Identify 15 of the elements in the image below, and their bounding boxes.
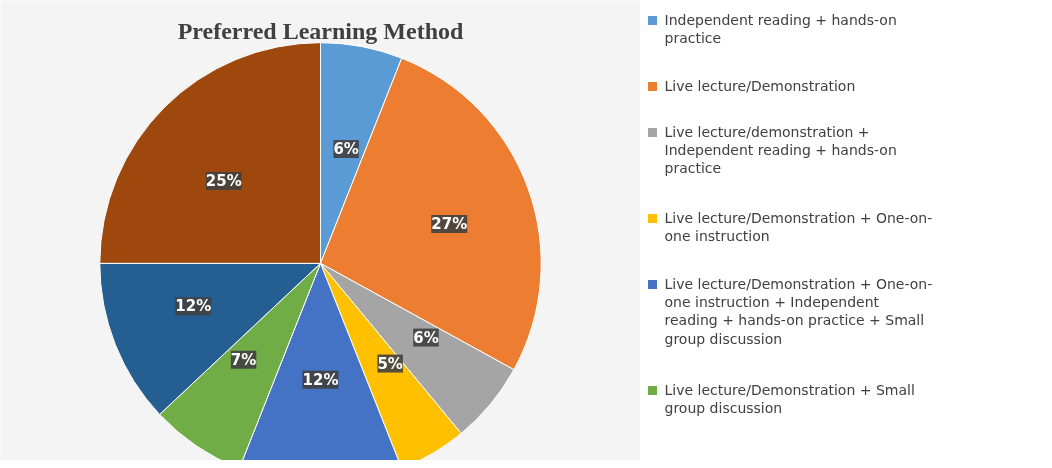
data-label: 27%	[431, 214, 468, 233]
legend-label: Independent reading + hands-on practice	[664, 11, 897, 46]
data-label: 12%	[302, 370, 339, 389]
data-label: 12%	[175, 297, 212, 316]
legend-label: Live lecture/Demonstration + One-on-one instruction	[664, 209, 933, 244]
data-label: 6%	[413, 328, 439, 347]
legend-label: Live lecture/Demonstration	[664, 77, 856, 94]
data-label: 25%	[205, 172, 242, 191]
data-label: 5%	[377, 354, 403, 373]
data-label: 7%	[230, 350, 257, 369]
legend-label: Live lecture/Demonstration + Small group discussion	[664, 381, 915, 416]
legend-label: Live lecture/Demonstration + One-on-one instruction + Independent reading + hands-on practice + Small group discussion	[664, 275, 933, 347]
legend-label: Live lecture/demonstration + Independent reading + hands-on practice	[664, 123, 897, 177]
chart-title: Preferred Learning Method	[177, 17, 465, 44]
data-label: 6%	[333, 140, 359, 159]
